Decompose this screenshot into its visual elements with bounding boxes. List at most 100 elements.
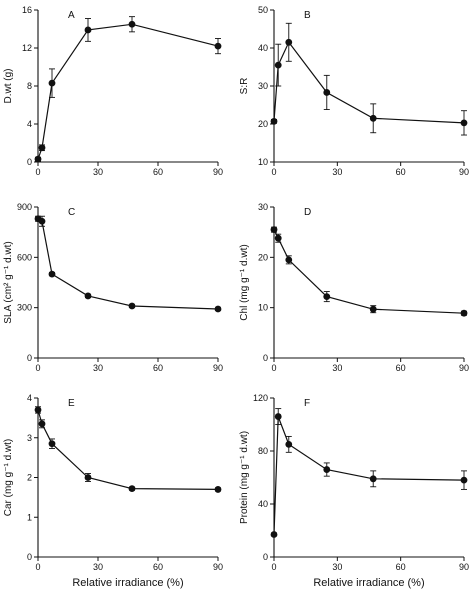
series-line [37, 409, 219, 490]
axis-lines [273, 207, 464, 359]
x-tick-label: 90 [213, 167, 223, 177]
data-point [323, 466, 331, 473]
y-tick-label: 300 [17, 303, 32, 313]
x-tick-label: 0 [35, 167, 40, 177]
y-tick-label: 600 [17, 252, 32, 262]
y-tick-label: 10 [258, 157, 268, 167]
y-tick-label: 30 [258, 81, 268, 91]
x-tick-label: 90 [459, 562, 469, 572]
panel-label: B [304, 10, 311, 21]
y-axis-label: D.wt (g) [3, 69, 14, 104]
series-line [273, 416, 465, 535]
y-tick-label: 2 [27, 473, 32, 483]
y-tick-label: 1 [27, 512, 32, 522]
x-axis-label: Relative irradiance (%) [313, 577, 424, 589]
x-tick-label: 60 [153, 363, 163, 373]
x-tick-label: 0 [35, 562, 40, 572]
data-point [84, 26, 92, 34]
y-tick-label: 20 [258, 119, 268, 129]
data-point [274, 413, 282, 420]
data-point [323, 293, 331, 300]
data-point [128, 302, 136, 310]
data-point [48, 270, 56, 278]
y-axis-label: Chl (mg g⁻¹ d.wt) [239, 244, 250, 320]
y-tick-label: 4 [27, 393, 32, 403]
data-point [48, 79, 56, 87]
y-tick-label: 4 [27, 119, 32, 129]
data-point [214, 486, 222, 493]
y-tick-label: 0 [27, 552, 32, 562]
axis-lines [273, 10, 464, 163]
y-axis-label: Car (mg g⁻¹ d.wt) [3, 439, 14, 517]
data-point [128, 485, 136, 493]
panel-b: 0 30 60 90 10 20 30 40 50 S:R B [239, 5, 469, 177]
data-point [84, 292, 92, 300]
series-line [273, 41, 465, 124]
x-axis-label: Relative irradiance (%) [72, 577, 183, 589]
y-tick-label: 10 [258, 303, 268, 313]
panel-f: 0 30 60 90 0 40 80 120 Protein (mg g⁻¹ d.wt) Rela… [239, 393, 469, 589]
data-point [128, 20, 136, 28]
x-tick-label: 60 [153, 167, 163, 177]
data-point [274, 234, 282, 242]
panel-a: 0 30 60 90 0 4 8 12 16 D.wt (g) A [3, 5, 223, 177]
x-tick-label: 90 [213, 363, 223, 373]
data-point [460, 119, 468, 127]
data-point [369, 114, 377, 122]
x-tick-label: 60 [396, 562, 406, 572]
data-point [34, 406, 42, 414]
x-tick-label: 0 [271, 562, 276, 572]
data-point [285, 38, 293, 46]
panel-label: C [68, 207, 75, 218]
data-point [369, 475, 377, 483]
x-tick-label: 0 [271, 167, 276, 177]
panel-label: E [68, 398, 75, 409]
x-tick-label: 30 [332, 167, 342, 177]
panel-e: 0 30 60 90 0 1 2 3 4 Car (mg g⁻¹ d.wt) Relative ir… [3, 393, 223, 589]
x-tick-label: 30 [93, 562, 103, 572]
y-tick-label: 0 [263, 552, 268, 562]
data-point [274, 61, 282, 69]
y-tick-label: 80 [258, 446, 268, 456]
panel-label: F [304, 398, 310, 409]
x-tick-label: 90 [213, 562, 223, 572]
data-point [48, 440, 56, 448]
data-point [285, 256, 293, 264]
x-tick-label: 90 [459, 363, 469, 373]
data-point [460, 309, 468, 317]
y-tick-label: 50 [258, 5, 268, 15]
data-point [214, 305, 222, 313]
axis-lines [37, 398, 218, 558]
y-tick-label: 8 [27, 81, 32, 91]
x-tick-label: 0 [35, 363, 40, 373]
data-point [270, 117, 278, 125]
data-point [460, 476, 468, 484]
y-tick-label: 12 [22, 43, 32, 53]
x-tick-label: 0 [271, 363, 276, 373]
y-tick-label: 120 [253, 393, 268, 403]
y-tick-label: 0 [27, 157, 32, 167]
x-tick-label: 30 [93, 363, 103, 373]
panel-label: A [68, 10, 75, 21]
x-tick-label: 90 [459, 167, 469, 177]
data-point [38, 144, 46, 152]
data-point [369, 305, 377, 313]
data-point [270, 531, 278, 538]
x-tick-label: 60 [396, 167, 406, 177]
data-point [285, 440, 293, 448]
y-axis-label: S:R [239, 78, 250, 95]
y-tick-label: 40 [258, 43, 268, 53]
series-line [37, 218, 219, 310]
x-tick-label: 30 [332, 562, 342, 572]
series-line [37, 23, 219, 160]
x-tick-label: 30 [332, 363, 342, 373]
data-point [270, 226, 278, 234]
data-point [38, 217, 46, 225]
data-point [323, 89, 331, 96]
x-tick-label: 60 [153, 562, 163, 572]
y-axis-label: SLA (cm² g⁻¹ d.wt) [3, 241, 14, 324]
y-tick-label: 900 [17, 202, 32, 212]
y-tick-label: 20 [258, 252, 268, 262]
